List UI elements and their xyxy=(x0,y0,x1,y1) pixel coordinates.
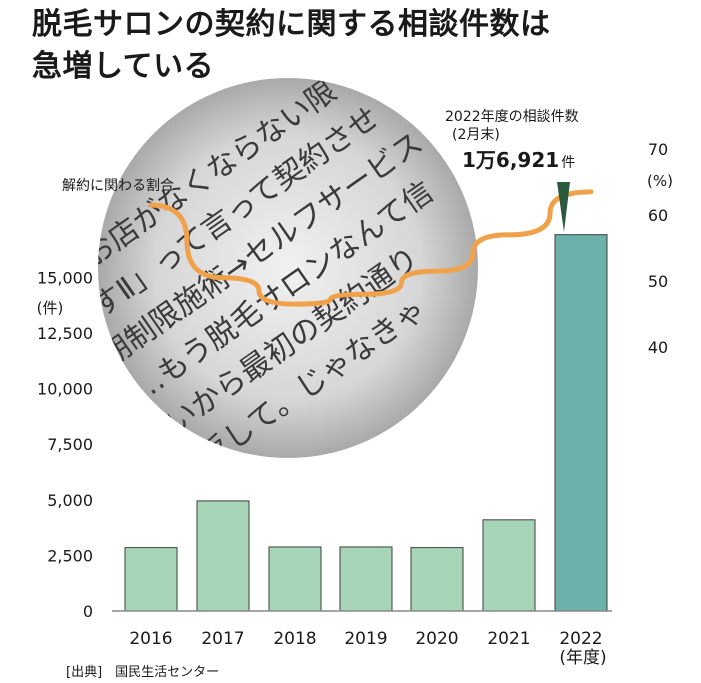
y-left-tick-label: 7,500 xyxy=(47,435,93,454)
x-tick-label: 2018 xyxy=(273,629,316,649)
bar-2018 xyxy=(268,546,322,612)
bar-2017 xyxy=(196,500,250,612)
ratio-line xyxy=(148,189,594,307)
x-tick-label: 2020 xyxy=(415,629,458,649)
bar-2019 xyxy=(339,546,393,612)
callout-value-suffix: 件 xyxy=(561,155,575,171)
x-tick-label: 2022 xyxy=(559,629,602,649)
bar-2016 xyxy=(124,547,178,612)
source-label: [出典] 国民生活センター xyxy=(66,665,219,680)
y-left-tick-label: 12,500 xyxy=(37,324,93,343)
title-line2: 急増している xyxy=(32,49,215,84)
bar-2020 xyxy=(410,547,464,612)
callout-line1: 2022年度の相談件数 xyxy=(445,109,579,125)
illustration-text-line: これ。 xyxy=(0,195,89,275)
y-left-tick-label: 5,000 xyxy=(47,491,93,510)
y-left-tick-label: 2,500 xyxy=(47,546,93,565)
bar-2021 xyxy=(482,519,536,612)
x-tick-label: 2017 xyxy=(201,629,244,649)
callout: 2022年度の相談件数 (2月末) 1万6,921 件 xyxy=(445,109,579,232)
callout-pointer xyxy=(557,182,570,232)
x-tick-label: 2019 xyxy=(344,629,387,649)
chart-title: 脱毛サロンの契約に関する相談件数は 急増している xyxy=(32,4,551,88)
y-right-tick-label: 40 xyxy=(648,338,668,357)
y-right-tick-label: 60 xyxy=(648,206,668,225)
y-right-tick-label: 70 xyxy=(648,140,668,159)
x-unit: (年度) xyxy=(559,648,606,668)
y-right-tick-label: 50 xyxy=(648,272,668,291)
ratio-line-label: 解約に関わる割合 xyxy=(62,177,174,194)
callout-line2: (2月末) xyxy=(452,127,500,143)
y-left-unit: (件) xyxy=(37,299,64,317)
y-right-unit: (%) xyxy=(647,172,673,190)
x-tick-label: 2016 xyxy=(129,629,172,649)
y-left-tick-label: 0 xyxy=(83,602,93,621)
bar-2022 xyxy=(554,234,608,612)
callout-value-main: 1万6,921 xyxy=(462,148,559,172)
y-left-tick-label: 10,000 xyxy=(37,380,93,399)
magnifier-illustration: これ。は「お店がなくならない限ですⅡ」って言って契約させ期制限施術→セルフサービ… xyxy=(0,74,478,474)
title-line1: 脱毛サロンの契約に関する相談件数は xyxy=(32,7,551,42)
x-tick-label: 2021 xyxy=(487,629,530,649)
callout-value: 1万6,921 件 xyxy=(462,148,575,172)
y-left-tick-label: 15,000 xyxy=(37,268,93,287)
magnifier-lens xyxy=(98,78,478,458)
